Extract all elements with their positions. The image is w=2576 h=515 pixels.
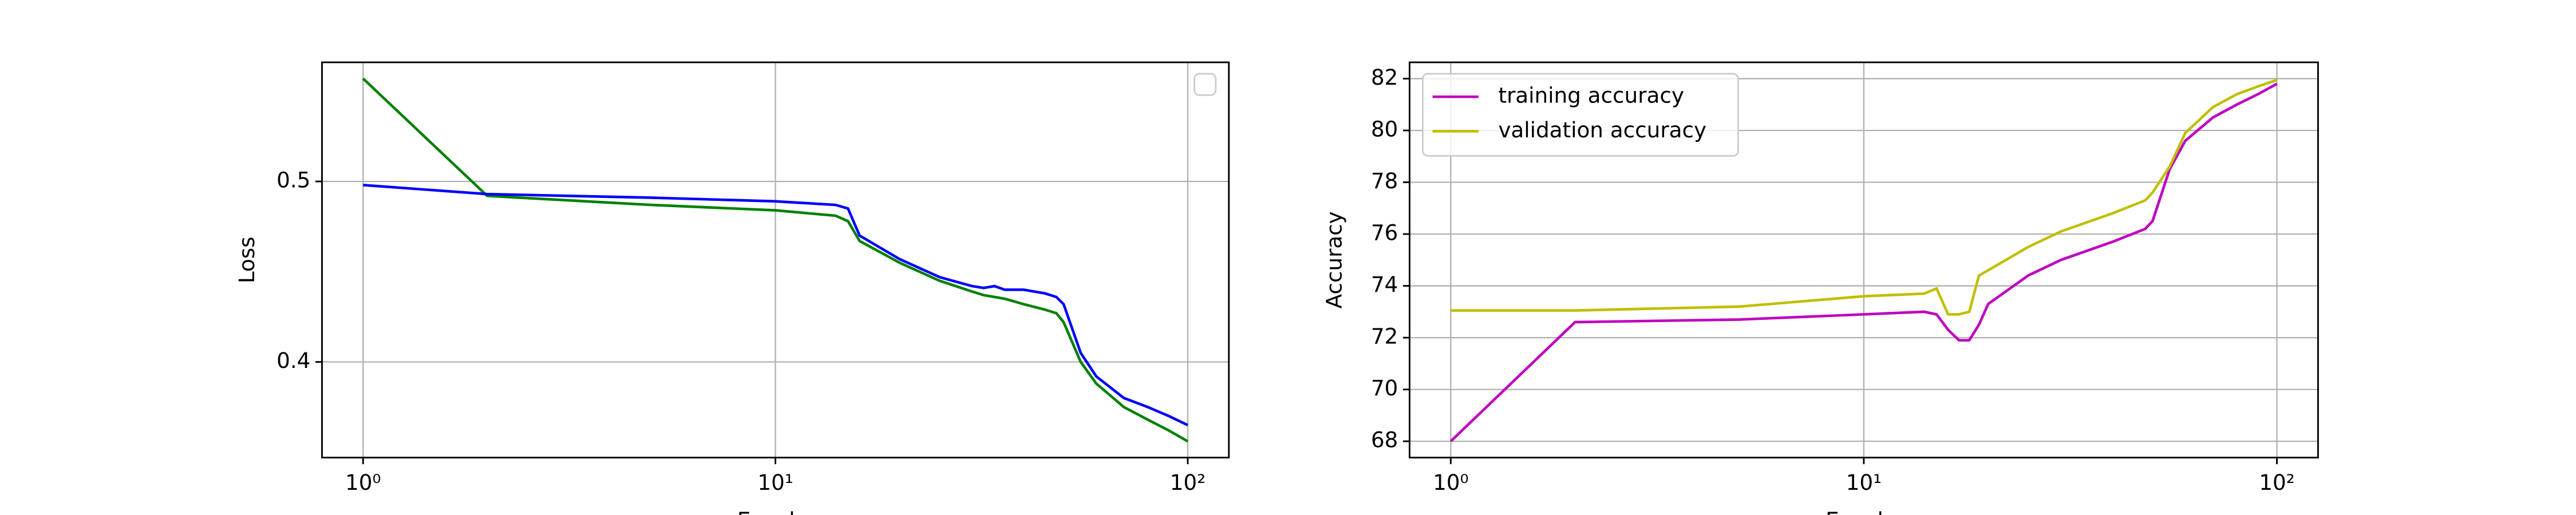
x-tick-label: 10¹ — [1846, 470, 1882, 495]
x-axis-label: Epochs — [737, 508, 814, 515]
y-tick-label: 78 — [1371, 168, 1398, 193]
y-axis-label: Accuracy — [1322, 211, 1347, 308]
y-tick-label: 68 — [1371, 427, 1398, 453]
data-line — [362, 77, 1189, 443]
y-tick-label: 70 — [1371, 375, 1398, 401]
x-tick-label: 10⁰ — [345, 470, 381, 495]
x-tick-label: 10¹ — [757, 470, 793, 495]
x-tick-label: 10⁰ — [1433, 470, 1468, 495]
data-line — [363, 184, 1188, 426]
legend-label: training accuracy — [1498, 83, 1684, 108]
data-line — [1451, 78, 2278, 316]
x-tick-label: 10² — [1170, 470, 1206, 495]
y-axis-label: Loss — [234, 236, 259, 283]
x-axis-label: Epochs — [1826, 508, 1902, 515]
data-line — [1449, 82, 2278, 442]
legend-box — [1421, 73, 1739, 157]
plot-frame — [321, 61, 1230, 459]
legend-label: validation accuracy — [1498, 117, 1706, 142]
y-tick-label: 80 — [1371, 116, 1398, 141]
y-tick-label: 0.5 — [276, 168, 310, 193]
legend-box — [1193, 73, 1217, 96]
y-tick-label: 76 — [1371, 220, 1398, 245]
y-tick-label: 72 — [1371, 324, 1398, 349]
y-tick-label: 82 — [1371, 65, 1398, 90]
y-tick-label: 74 — [1371, 272, 1398, 297]
x-tick-label: 10² — [2259, 470, 2294, 495]
y-tick-label: 0.4 — [276, 348, 310, 373]
plot-frame — [1408, 61, 2319, 459]
